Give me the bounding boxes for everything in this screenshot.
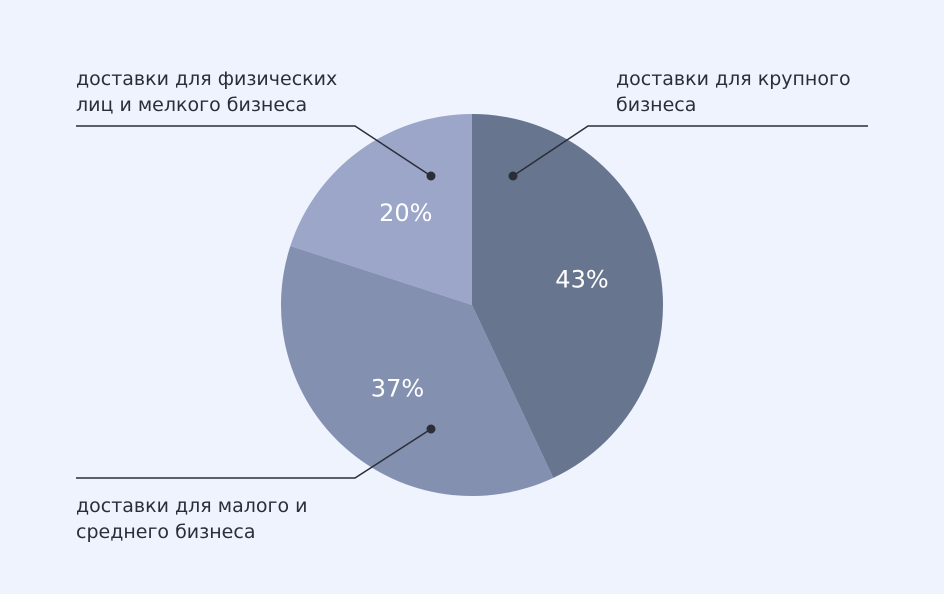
category-label: доставки для малого и среднего бизнеса	[76, 495, 308, 543]
category-label: доставки для физических лиц и мелкого би…	[76, 68, 338, 116]
value-label: 37%	[371, 375, 424, 403]
pie-slice	[290, 114, 472, 305]
leader-dot	[426, 171, 436, 181]
leader-dot	[508, 171, 518, 181]
pie-slice	[281, 245, 554, 496]
pie-slice	[472, 114, 663, 478]
category-label: доставки для крупного бизнеса	[616, 68, 851, 116]
value-label: 20%	[379, 199, 432, 227]
leader-line	[76, 428, 432, 479]
leader-line	[76, 125, 432, 177]
leader-line	[512, 125, 868, 177]
leader-dot	[426, 424, 436, 434]
value-label: 43%	[555, 265, 608, 293]
